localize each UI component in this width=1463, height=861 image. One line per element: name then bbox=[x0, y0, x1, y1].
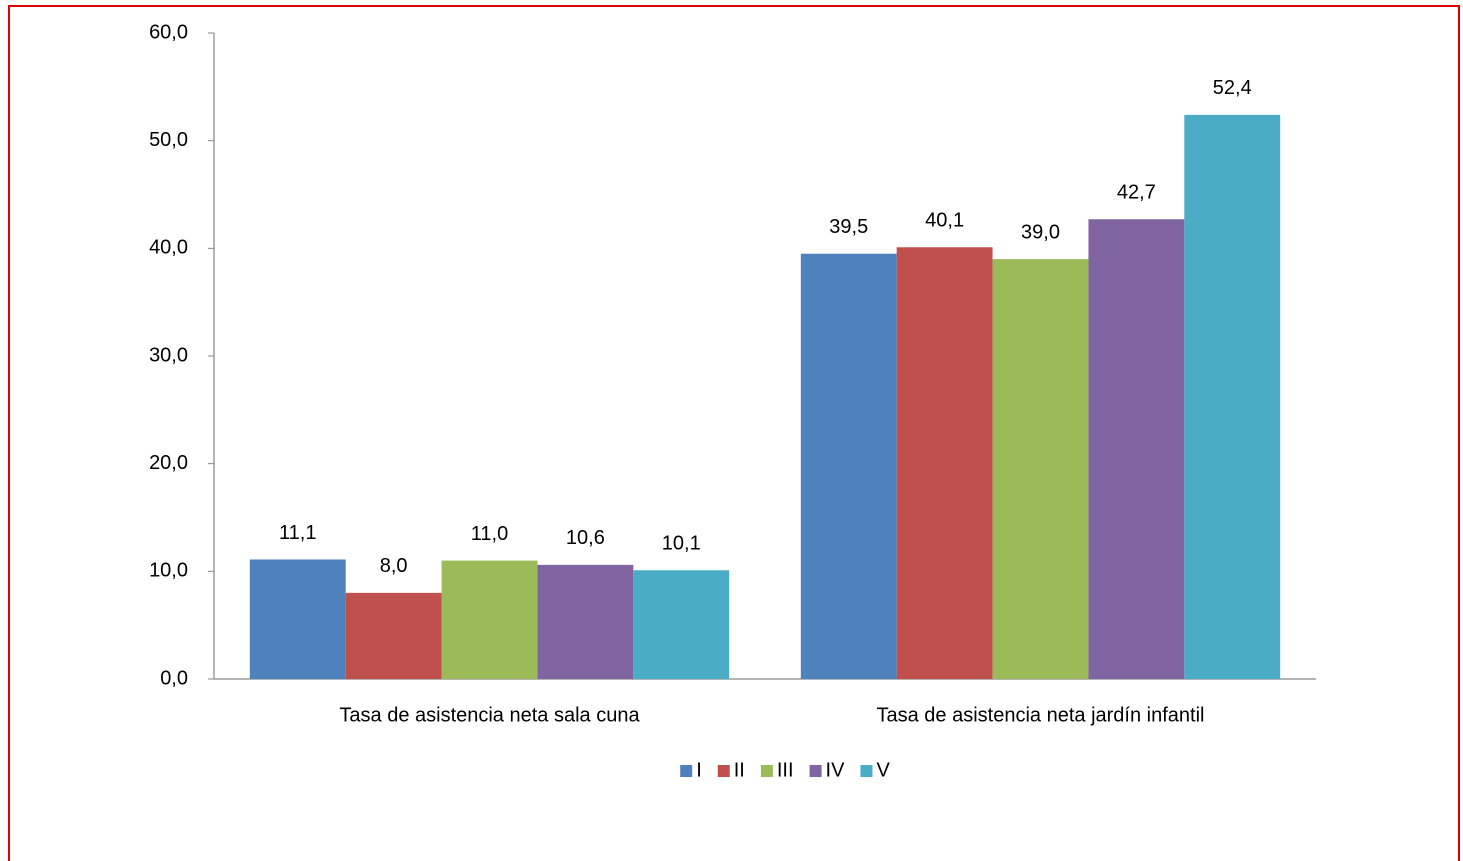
bar bbox=[249, 559, 346, 679]
bar bbox=[345, 592, 442, 679]
legend-swatch bbox=[860, 765, 873, 777]
bar bbox=[1088, 219, 1185, 679]
legend-swatch bbox=[809, 765, 822, 777]
y-tick-label: 10,0 bbox=[149, 560, 188, 582]
legend-label: III bbox=[777, 759, 794, 781]
bar bbox=[441, 560, 538, 679]
value-label: 10,1 bbox=[662, 533, 701, 555]
y-tick-label: 20,0 bbox=[149, 452, 188, 474]
legend-swatch bbox=[680, 765, 693, 777]
value-label: 8,0 bbox=[380, 555, 408, 577]
frame bbox=[8, 5, 1460, 861]
legend-label: I bbox=[696, 759, 702, 781]
value-label: 52,4 bbox=[1213, 77, 1252, 99]
legend-swatch bbox=[760, 765, 773, 777]
x-tick-label: Tasa de asistencia neta jardín infantil bbox=[877, 704, 1205, 726]
value-label: 39,5 bbox=[829, 216, 868, 238]
bar bbox=[992, 259, 1089, 679]
y-tick-label: 0,0 bbox=[160, 667, 188, 689]
value-label: 11,0 bbox=[471, 523, 508, 545]
legend-label: V bbox=[876, 759, 890, 781]
value-label: 39,0 bbox=[1021, 221, 1060, 243]
legend-label: II bbox=[734, 759, 745, 781]
bar bbox=[537, 564, 634, 679]
bar bbox=[800, 253, 897, 679]
y-tick-label: 60,0 bbox=[149, 21, 188, 43]
bar bbox=[896, 247, 993, 680]
y-tick-label: 50,0 bbox=[149, 129, 188, 151]
x-tick-label: Tasa de asistencia neta sala cuna bbox=[339, 704, 640, 726]
legend-swatch bbox=[717, 765, 730, 777]
bar bbox=[1184, 114, 1281, 680]
value-label: 42,7 bbox=[1117, 182, 1156, 204]
value-label: 10,6 bbox=[566, 527, 605, 549]
value-label: 11,1 bbox=[279, 522, 316, 544]
y-tick-label: 30,0 bbox=[149, 344, 188, 366]
legend-label: IV bbox=[826, 759, 846, 781]
y-tick-label: 40,0 bbox=[149, 237, 188, 259]
bar bbox=[633, 570, 730, 679]
value-label: 40,1 bbox=[925, 210, 964, 232]
